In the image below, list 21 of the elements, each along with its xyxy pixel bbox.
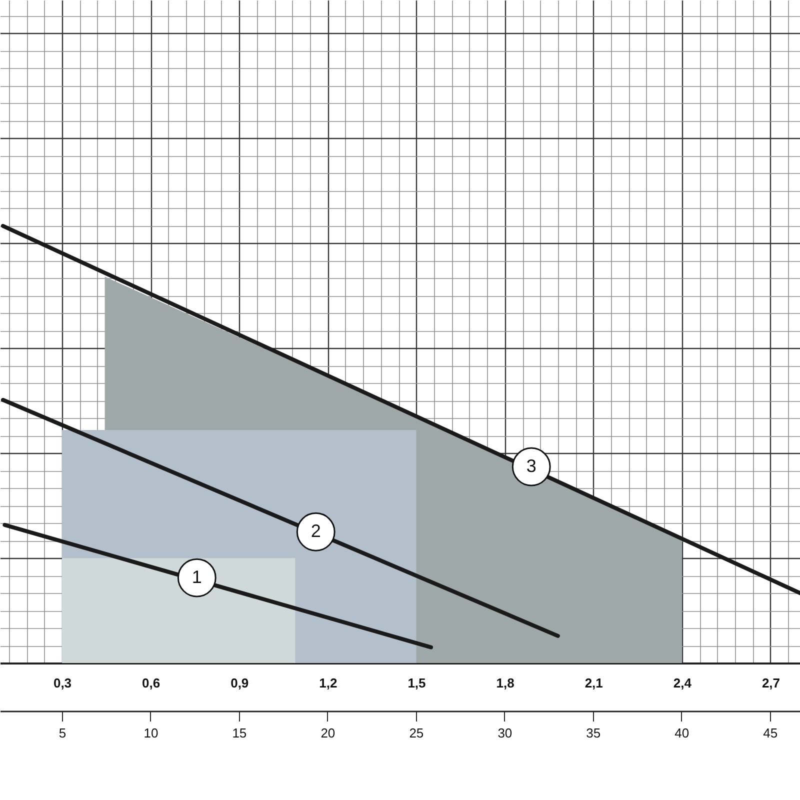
x-tick-label: 1,8 [496, 676, 514, 690]
x2-tick-label: 15 [232, 726, 247, 740]
annotation: 2 [310, 520, 321, 541]
x-tick-label: 2,1 [584, 676, 603, 690]
x-tick-label: 2,7 [762, 676, 780, 690]
x-tick-label: 0,6 [142, 676, 160, 690]
x2-tick-label: 10 [144, 726, 158, 740]
annotation: 1 [192, 566, 202, 587]
x-tick-label: 2,4 [673, 676, 692, 690]
x2-tick-label: 20 [320, 726, 336, 740]
x2-tick-label: 5 [58, 726, 66, 740]
x2-tick-label: 45 [763, 726, 778, 740]
x2-tick-label: 30 [498, 726, 512, 740]
x2-tick-label: 35 [586, 726, 601, 740]
annotation: 3 [526, 456, 536, 476]
x2-tick-label: 25 [409, 726, 424, 740]
x2-tick-label: 40 [674, 726, 690, 740]
x-tick-label: 0,9 [230, 676, 249, 690]
x-tick-label: 1,2 [319, 676, 338, 690]
x-tick-label: 1,5 [408, 676, 426, 690]
x-tick-label: 0,3 [53, 676, 72, 690]
